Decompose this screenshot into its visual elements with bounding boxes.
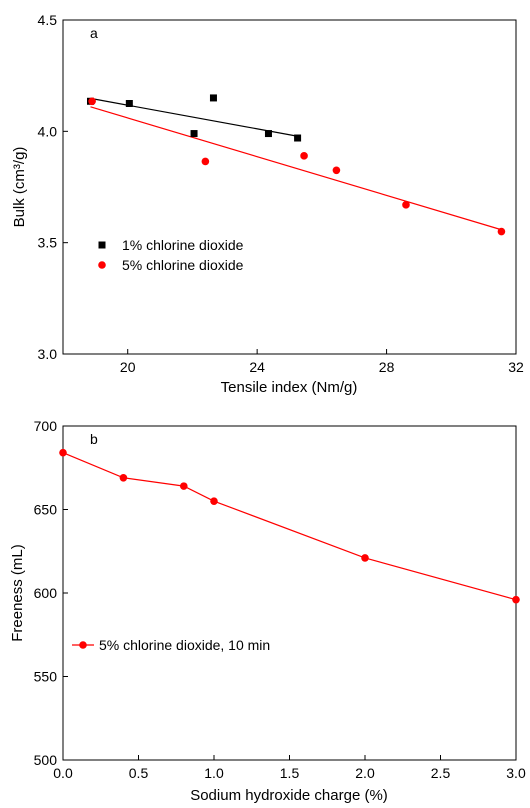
panel-a-x-axis-label: Tensile index (Nm/g) xyxy=(221,379,358,396)
panel-a-bulk-vs-tensile: a Tensile index (Nm/g) Bulk (cm³/g) 20 24… xyxy=(11,12,524,396)
panel-a-label: a xyxy=(90,25,98,41)
panel-a-x-ticks: 20 24 28 32 xyxy=(120,349,524,375)
data-point-circle xyxy=(119,473,128,482)
legend-label: 1% chlorine dioxide xyxy=(122,237,244,253)
panel-a-points xyxy=(87,94,506,236)
x-tick-label: 0.5 xyxy=(129,765,149,781)
y-tick-label: 500 xyxy=(34,752,58,768)
data-point-square xyxy=(190,130,198,138)
x-tick-label: 0.0 xyxy=(53,765,73,781)
legend-marker-square xyxy=(98,241,106,249)
series-line xyxy=(62,452,517,601)
y-tick-label: 600 xyxy=(34,585,58,601)
data-point-circle xyxy=(402,201,410,209)
panel-b-x-axis-label: Sodium hydroxide charge (%) xyxy=(190,787,388,804)
y-tick-label: 4.5 xyxy=(38,12,58,28)
data-point-circle xyxy=(300,152,308,160)
panel-b-plot-frame xyxy=(62,425,517,761)
panel-b-freeness-vs-naoh: b Sodium hydroxide charge (%) Freeness (… xyxy=(9,418,526,804)
y-tick-label: 4.0 xyxy=(38,123,58,139)
x-tick-label: 2.0 xyxy=(355,765,375,781)
data-point-circle xyxy=(180,482,188,490)
panel-a-y-ticks: 3.0 3.5 4.0 4.5 xyxy=(38,12,68,362)
x-tick-label: 3.0 xyxy=(506,765,526,781)
data-point-circle xyxy=(59,448,67,457)
legend-label: 5% chlorine dioxide, 10 min xyxy=(99,637,270,653)
y-tick-label: 650 xyxy=(34,502,58,518)
data-point-square xyxy=(125,100,133,107)
panel-b-y-ticks: 500 550 600 650 700 xyxy=(34,418,68,768)
data-point-circle xyxy=(88,97,96,106)
x-tick-label: 1.5 xyxy=(280,765,300,781)
panel-a-plot-frame xyxy=(62,19,517,355)
data-point-square xyxy=(209,94,217,102)
panel-a-legend: 1% chlorine dioxide 5% chlorine dioxide xyxy=(98,237,244,273)
y-tick-label: 550 xyxy=(34,669,58,685)
fit-line xyxy=(90,106,502,231)
y-tick-label: 700 xyxy=(34,418,58,434)
data-point-circle xyxy=(361,554,369,562)
data-point-square xyxy=(264,130,272,138)
panel-a-fit-lines xyxy=(90,97,502,231)
panel-b-legend: 5% chlorine dioxide, 10 min xyxy=(72,637,270,653)
data-point-circle xyxy=(332,166,341,175)
panel-a-y-axis-label: Bulk (cm³/g) xyxy=(11,147,28,228)
data-point-circle xyxy=(497,227,506,236)
fit-line xyxy=(90,97,298,137)
panel-b-points xyxy=(59,448,520,604)
x-tick-label: 32 xyxy=(508,359,524,375)
legend-marker-circle xyxy=(98,261,106,269)
y-tick-label: 3.0 xyxy=(38,346,58,362)
y-tick-label: 3.5 xyxy=(38,235,58,251)
data-point-circle xyxy=(201,157,210,166)
x-tick-label: 28 xyxy=(379,359,395,375)
x-tick-label: 1.0 xyxy=(204,765,224,781)
x-tick-label: 20 xyxy=(120,359,136,375)
x-tick-label: 2.5 xyxy=(431,765,451,781)
legend-label: 5% chlorine dioxide xyxy=(122,257,244,273)
panel-b-x-ticks: 0.0 0.5 1.0 1.5 2.0 2.5 3.0 xyxy=(53,755,526,781)
panel-b-series-lines xyxy=(62,452,517,601)
panel-b-y-axis-label: Freeness (mL) xyxy=(9,544,26,642)
panel-b-label: b xyxy=(90,431,98,447)
data-point-circle xyxy=(210,497,218,505)
data-point-circle xyxy=(512,595,520,604)
legend-marker-circle xyxy=(79,641,87,649)
data-point-square xyxy=(294,134,302,142)
x-tick-label: 24 xyxy=(249,359,265,375)
